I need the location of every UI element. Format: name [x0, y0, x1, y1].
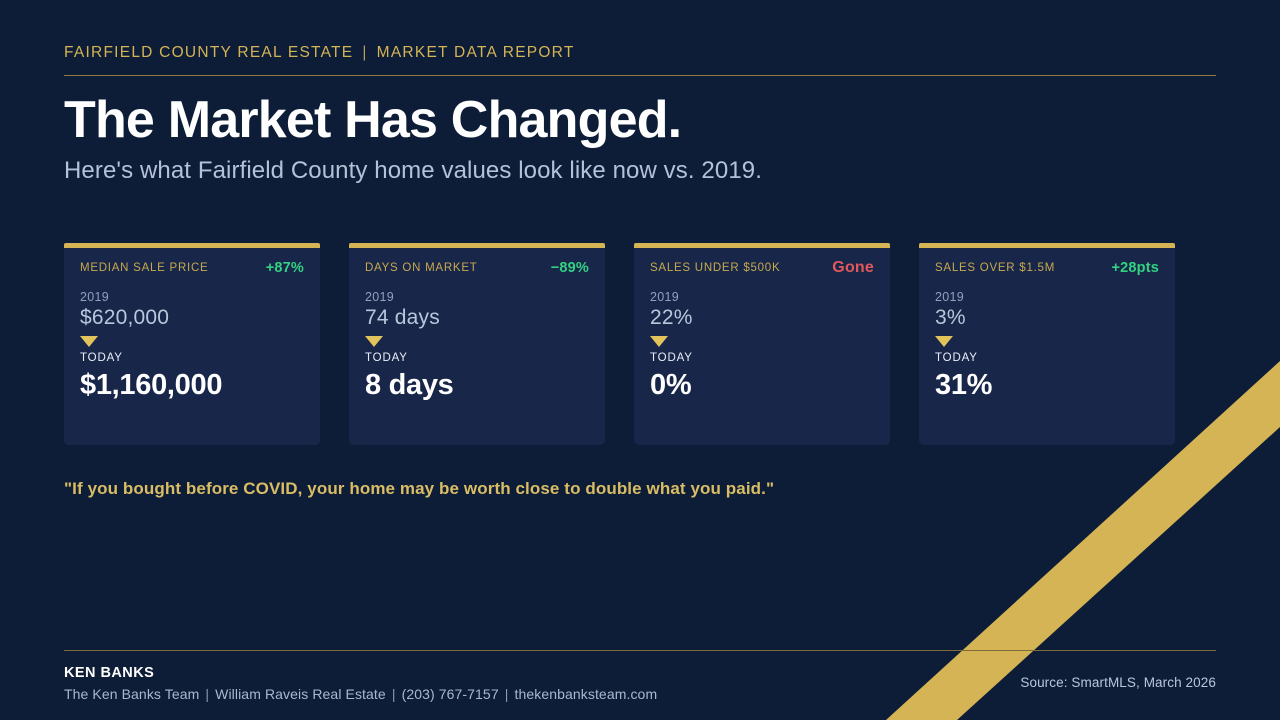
card-header: MEDIAN SALE PRICE +87%: [80, 260, 304, 280]
card-accent-bar: [919, 243, 1175, 248]
page-subtitle: Here's what Fairfield County home values…: [64, 157, 762, 184]
card-new-value: 31%: [935, 369, 993, 401]
card-header: DAYS ON MARKET −89%: [365, 260, 589, 280]
status-badge: +28pts: [1111, 260, 1159, 276]
card-new-value: 0%: [650, 369, 692, 401]
agent-phone[interactable]: (203) 767-7157: [401, 686, 499, 702]
triangle-down-icon: [935, 336, 953, 347]
kicker-right: MARKET DATA REPORT: [376, 44, 575, 61]
agent-website[interactable]: thekenbanksteam.com: [514, 686, 658, 702]
meta-separator: |: [391, 686, 396, 702]
card-year-label: 2019: [365, 290, 395, 304]
status-badge: +87%: [265, 260, 304, 276]
card-header: SALES OVER $1.5M +28pts: [935, 260, 1159, 280]
triangle-down-icon: [365, 336, 383, 347]
status-badge: Gone: [832, 259, 874, 276]
meta-separator: |: [504, 686, 509, 702]
status-badge: −89%: [550, 260, 589, 276]
stat-card-days-on-market: DAYS ON MARKET −89% 2019 74 days TODAY 8…: [349, 243, 605, 445]
triangle-down-icon: [650, 336, 668, 347]
card-header: SALES UNDER $500K Gone: [650, 260, 874, 280]
card-today-label: TODAY: [650, 352, 693, 364]
card-accent-bar: [634, 243, 890, 248]
footer-divider: [64, 650, 1216, 651]
card-today-label: TODAY: [365, 352, 408, 364]
card-year-label: 2019: [650, 290, 680, 304]
card-new-value: 8 days: [365, 369, 454, 401]
page-title: The Market Has Changed.: [64, 91, 682, 149]
kicker-left: FAIRFIELD COUNTY REAL ESTATE: [64, 44, 354, 61]
card-label: SALES UNDER $500K: [650, 262, 781, 274]
card-old-value: 3%: [935, 306, 966, 329]
card-new-value: $1,160,000: [80, 369, 223, 401]
data-source-note: Source: SmartMLS, March 2026: [1020, 675, 1216, 690]
kicker-bar: FAIRFIELD COUNTY REAL ESTATE | MARKET DATA…: [64, 44, 1216, 76]
card-label: DAYS ON MARKET: [365, 262, 478, 274]
card-year-label: 2019: [80, 290, 110, 304]
card-old-value: $620,000: [80, 306, 170, 329]
card-label: MEDIAN SALE PRICE: [80, 262, 209, 274]
card-year-label: 2019: [935, 290, 965, 304]
card-label: SALES OVER $1.5M: [935, 262, 1056, 274]
meta-separator: |: [205, 686, 210, 702]
card-today-label: TODAY: [80, 352, 123, 364]
stat-card-row: MEDIAN SALE PRICE +87% 2019 $620,000 TOD…: [64, 243, 1175, 445]
agent-team: The Ken Banks Team: [64, 686, 200, 702]
agent-brokerage: William Raveis Real Estate: [215, 686, 386, 702]
card-old-value: 74 days: [365, 306, 440, 329]
card-accent-bar: [349, 243, 605, 248]
card-today-label: TODAY: [935, 352, 978, 364]
agent-contact-line: The Ken Banks Team | William Raveis Real E…: [64, 686, 657, 702]
stat-card-median-sale-price: MEDIAN SALE PRICE +87% 2019 $620,000 TOD…: [64, 243, 320, 445]
card-accent-bar: [64, 243, 320, 248]
agent-name: KEN BANKS: [64, 665, 155, 681]
kicker-separator: |: [362, 44, 368, 61]
triangle-down-icon: [80, 336, 98, 347]
card-old-value: 22%: [650, 306, 693, 329]
stat-card-sales-over-1-5m: SALES OVER $1.5M +28pts 2019 3% TODAY 31…: [919, 243, 1175, 445]
pull-quote: "If you bought before COVID, your home m…: [64, 479, 775, 498]
stat-card-sales-under-500k: SALES UNDER $500K Gone 2019 22% TODAY 0%: [634, 243, 890, 445]
